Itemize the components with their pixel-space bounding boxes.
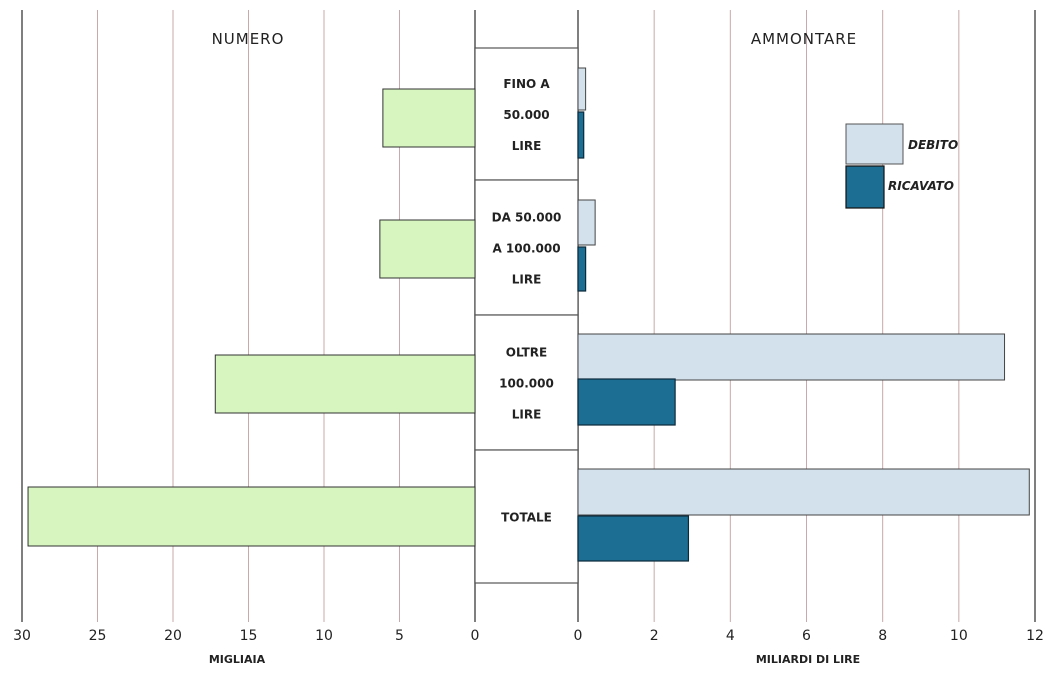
category-label: 50.000 — [503, 108, 549, 122]
ricavato-bar — [577, 111, 585, 159]
right-tick-label: 2 — [650, 628, 659, 644]
category-label: OLTRE — [506, 346, 547, 360]
ricavato-bar — [577, 246, 587, 292]
category-label: LIRE — [512, 273, 542, 287]
left-panel-title: NUMERO — [212, 30, 285, 48]
right-panel-title: AMMONTARE — [751, 30, 857, 48]
left-tick-label: 5 — [395, 628, 404, 644]
numero-bar — [27, 486, 476, 547]
category-label: DA 50.000 — [492, 211, 562, 225]
category-label: LIRE — [512, 408, 542, 422]
numero-bar — [379, 219, 476, 279]
debito-bar — [577, 199, 596, 246]
category-box — [474, 314, 579, 451]
left-tick-label: 30 — [13, 628, 31, 644]
right-tick-label: 6 — [802, 628, 811, 644]
left-axis-label: MIGLIAIA — [209, 653, 266, 666]
right-axis-label: MILIARDI DI LIRE — [756, 653, 860, 666]
bar-layer — [27, 67, 1030, 562]
right-tick-label: 0 — [574, 628, 583, 644]
legend-label-debito: DEBITO — [908, 138, 958, 152]
left-tick-label: 10 — [315, 628, 333, 644]
left-tick-label: 0 — [471, 628, 480, 644]
legend-swatch-ricavato — [845, 165, 885, 209]
grid-layer — [97, 10, 960, 622]
left-tick-label: 15 — [240, 628, 258, 644]
ricavato-bar — [577, 515, 690, 562]
right-tick-label: 4 — [726, 628, 735, 644]
legend-swatch-debito — [845, 123, 904, 165]
category-label: LIRE — [512, 139, 542, 153]
category-label: TOTALE — [501, 511, 552, 525]
category-label: FINO A — [503, 77, 550, 91]
numero-bar — [214, 354, 476, 414]
debito-bar — [577, 333, 1006, 381]
label-layer: FINO A 50.000 LIRE DA 50.000 A 100.000 LIRE OL… — [13, 77, 1044, 644]
debito-bar — [577, 67, 587, 111]
right-tick-label: 12 — [1026, 628, 1044, 644]
category-label: 100.000 — [499, 377, 554, 391]
right-tick-label: 8 — [878, 628, 887, 644]
left-tick-label: 20 — [164, 628, 182, 644]
ricavato-bar — [577, 378, 676, 426]
legend: DEBITO RICAVATO — [845, 123, 958, 209]
category-label: A 100.000 — [492, 242, 560, 256]
right-tick-label: 10 — [950, 628, 968, 644]
legend-label-ricavato: RICAVATO — [888, 179, 954, 193]
left-tick-label: 25 — [89, 628, 107, 644]
numero-bar — [382, 88, 476, 148]
debito-bar — [577, 468, 1030, 516]
